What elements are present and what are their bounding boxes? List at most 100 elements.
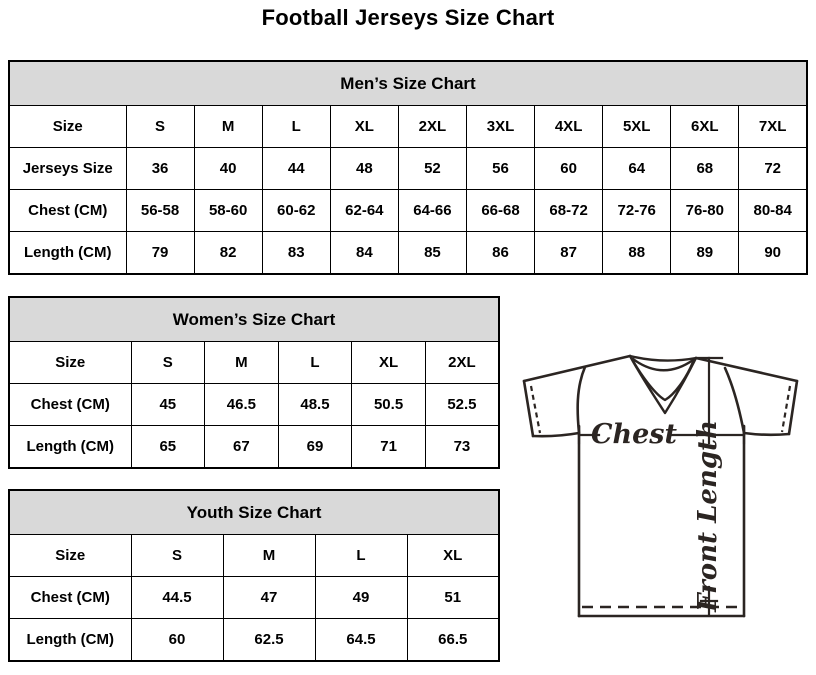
table-row: Chest (CM) 44.5 47 49 51 <box>8 576 500 619</box>
value-cell: 48.5 <box>277 383 353 426</box>
table-row: Length (CM) 60 62.5 64.5 66.5 <box>8 618 500 662</box>
value-cell: S <box>130 341 206 384</box>
value-cell: 85 <box>397 231 467 275</box>
row-label-cell: Chest (CM) <box>8 189 127 232</box>
value-cell: 69 <box>277 425 353 469</box>
value-cell: 73 <box>424 425 500 469</box>
value-cell: L <box>314 534 408 577</box>
table-row: Chest (CM) 45 46.5 48.5 50.5 52.5 <box>8 383 500 426</box>
value-cell: 68 <box>670 147 740 190</box>
value-cell: 66-68 <box>465 189 536 232</box>
jersey-measurement-diagram: Chest Front Length <box>522 354 799 618</box>
row-label-cell: Length (CM) <box>8 425 132 469</box>
value-cell: 47 <box>222 576 316 619</box>
row-label-cell: Size <box>8 105 127 148</box>
collar-lines <box>628 354 698 415</box>
value-cell: 2XL <box>397 105 467 148</box>
front-length-measure-line <box>695 356 724 616</box>
value-cell: 64.5 <box>314 618 408 662</box>
value-cell: 87 <box>534 231 604 275</box>
value-cell: XL <box>329 105 399 148</box>
value-cell: 5XL <box>602 105 672 148</box>
row-label-cell: Chest (CM) <box>8 576 132 619</box>
womens-size-chart-title: Women’s Size Chart <box>8 296 500 342</box>
value-cell: 48 <box>329 147 399 190</box>
value-cell: 84 <box>329 231 399 275</box>
mens-size-table: Men’s Size Chart Size S M L XL 2XL 3XL 4XL 5XL 6X… <box>8 60 808 275</box>
row-label-cell: Size <box>8 534 132 577</box>
value-cell: 62-64 <box>329 189 399 232</box>
value-cell: 60 <box>130 618 224 662</box>
value-cell: 46.5 <box>204 383 279 426</box>
row-label-cell: Size <box>8 341 132 384</box>
table-header-row: Women’s Size Chart <box>8 296 500 342</box>
value-cell: S <box>125 105 195 148</box>
value-cell: 68-72 <box>534 189 604 232</box>
value-cell: 79 <box>125 231 195 275</box>
value-cell: XL <box>351 341 426 384</box>
value-cell: 45 <box>130 383 206 426</box>
youth-size-chart-title: Youth Size Chart <box>8 489 500 535</box>
youth-size-table: Youth Size Chart Size S M L XL Chest (CM) 44.5… <box>8 489 500 662</box>
value-cell: 56 <box>465 147 536 190</box>
value-cell: XL <box>406 534 500 577</box>
front-length-label: Front Length <box>693 420 723 613</box>
value-cell: 82 <box>193 231 263 275</box>
chest-label: Chest <box>591 419 677 450</box>
value-cell: 44 <box>261 147 331 190</box>
value-cell: 86 <box>465 231 536 275</box>
value-cell: 52 <box>397 147 467 190</box>
value-cell: 49 <box>314 576 408 619</box>
value-cell: 60 <box>534 147 604 190</box>
value-cell: 50.5 <box>351 383 426 426</box>
value-cell: 58-60 <box>193 189 263 232</box>
row-label-cell: Jerseys Size <box>8 147 127 190</box>
value-cell: 88 <box>602 231 672 275</box>
value-cell: 52.5 <box>424 383 500 426</box>
value-cell: 64-66 <box>397 189 467 232</box>
value-cell: 66.5 <box>406 618 500 662</box>
youth-table-body: Size S M L XL Chest (CM) 44.5 47 49 51 Length (CM)… <box>8 534 500 662</box>
value-cell: 65 <box>130 425 206 469</box>
value-cell: 7XL <box>738 105 808 148</box>
table-row: Length (CM) 79 82 83 84 85 86 87 88 89 90 <box>8 231 808 275</box>
value-cell: 67 <box>204 425 279 469</box>
value-cell: M <box>204 341 279 384</box>
row-label-cell: Length (CM) <box>8 618 132 662</box>
value-cell: 36 <box>125 147 195 190</box>
table-row: Jerseys Size 36 40 44 48 52 56 60 64 68 72 <box>8 147 808 190</box>
value-cell: 89 <box>670 231 740 275</box>
value-cell: 40 <box>193 147 263 190</box>
value-cell: 4XL <box>534 105 604 148</box>
value-cell: 60-62 <box>261 189 331 232</box>
table-header-row: Men’s Size Chart <box>8 60 808 106</box>
womens-table-body: Size S M L XL 2XL Chest (CM) 45 46.5 48.5 50.5 52.5… <box>8 341 500 469</box>
mens-size-chart-title: Men’s Size Chart <box>8 60 808 106</box>
value-cell: 90 <box>738 231 808 275</box>
table-row: Size S M L XL 2XL 3XL 4XL 5XL 6XL 7XL <box>8 105 808 148</box>
value-cell: 51 <box>406 576 500 619</box>
cuff-dashed-lines <box>529 385 792 434</box>
row-label-cell: Chest (CM) <box>8 383 132 426</box>
value-cell: 71 <box>351 425 426 469</box>
row-label-cell: Length (CM) <box>8 231 127 275</box>
value-cell: 83 <box>261 231 331 275</box>
chest-measure-line <box>577 425 746 445</box>
table-row: Length (CM) 65 67 69 71 73 <box>8 425 500 469</box>
value-cell: M <box>193 105 263 148</box>
table-row: Size S M L XL 2XL <box>8 341 500 384</box>
value-cell: 2XL <box>424 341 500 384</box>
value-cell: 6XL <box>670 105 740 148</box>
value-cell: 3XL <box>465 105 536 148</box>
womens-size-table: Women’s Size Chart Size S M L XL 2XL Chest (CM… <box>8 296 500 469</box>
value-cell: 44.5 <box>130 576 224 619</box>
value-cell: M <box>222 534 316 577</box>
value-cell: L <box>261 105 331 148</box>
table-header-row: Youth Size Chart <box>8 489 500 535</box>
value-cell: 72 <box>738 147 808 190</box>
value-cell: S <box>130 534 224 577</box>
value-cell: 76-80 <box>670 189 740 232</box>
page-title: Football Jerseys Size Chart <box>261 5 555 30</box>
value-cell: 62.5 <box>222 618 316 662</box>
